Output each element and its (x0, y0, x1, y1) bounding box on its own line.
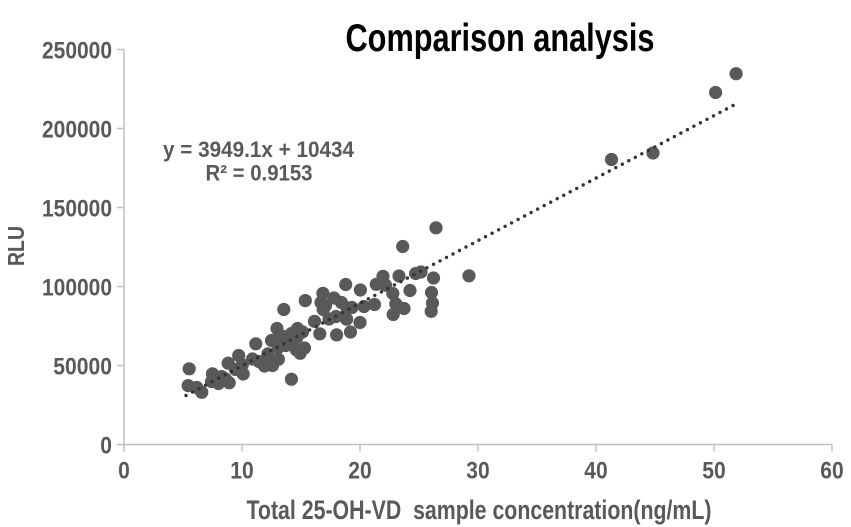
svg-text:R² = 0.9153: R² = 0.9153 (206, 161, 313, 186)
svg-text:0: 0 (100, 433, 112, 460)
svg-text:30: 30 (466, 458, 489, 485)
svg-text:50: 50 (702, 458, 725, 485)
svg-text:Comparison analysis: Comparison analysis (346, 17, 655, 60)
svg-text:250000: 250000 (42, 38, 112, 65)
svg-text:50000: 50000 (53, 354, 112, 381)
svg-text:40: 40 (584, 458, 607, 485)
svg-text:60: 60 (820, 458, 843, 485)
svg-text:0: 0 (118, 458, 130, 485)
svg-text:Total 25-OH-VD sample concent: Total 25-OH-VD sample concentration(ng/m… (247, 495, 712, 525)
svg-text:10: 10 (230, 458, 253, 485)
svg-text:100000: 100000 (42, 275, 112, 302)
svg-text:20: 20 (348, 458, 371, 485)
svg-text:y = 3949.1x + 10434: y = 3949.1x + 10434 (163, 137, 355, 162)
svg-text:200000: 200000 (42, 117, 112, 144)
svg-text:RLU: RLU (3, 226, 29, 266)
svg-text:150000: 150000 (42, 196, 112, 223)
